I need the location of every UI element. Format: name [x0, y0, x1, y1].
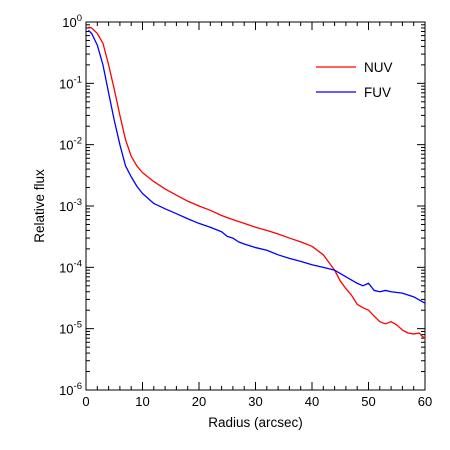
- legend: NUV FUV: [316, 60, 393, 100]
- legend-label-fuv: FUV: [364, 85, 391, 100]
- y-tick-mantissa: 10: [59, 322, 73, 337]
- y-tick-mantissa: 10: [59, 76, 73, 91]
- y-tick-label: 10-4: [59, 258, 82, 275]
- x-tick-label: 20: [192, 394, 206, 409]
- x-tick-label: 50: [361, 394, 375, 409]
- y-tick-label: 10-3: [59, 197, 82, 214]
- y-tick-mantissa: 10: [62, 15, 76, 30]
- y-tick-exponent: -3: [74, 197, 82, 208]
- series-line-fuv: [88, 30, 426, 304]
- y-tick-label: 10-6: [59, 381, 82, 398]
- series-lines: [88, 26, 426, 339]
- y-tick-exponent: 0: [77, 13, 82, 24]
- y-tick-mantissa: 10: [59, 199, 73, 214]
- y-tick-label: 10-5: [59, 320, 82, 337]
- x-tick-label: 40: [305, 394, 319, 409]
- x-tick-label: 30: [248, 394, 262, 409]
- y-tick-mantissa: 10: [59, 383, 73, 398]
- y-tick-mantissa: 10: [59, 138, 73, 153]
- y-tick-exponent: -1: [74, 74, 82, 85]
- y-axis-label: Relative flux: [32, 169, 47, 243]
- legend-label-nuv: NUV: [364, 60, 393, 75]
- y-tick-exponent: -6: [74, 381, 82, 392]
- y-tick-label: 10-2: [59, 136, 82, 153]
- series-line-nuv: [88, 26, 426, 339]
- x-tick-label: 60: [418, 394, 432, 409]
- x-tick-label: 0: [82, 394, 89, 409]
- y-tick-exponent: -4: [74, 258, 82, 269]
- x-axis-label: Radius (arcsec): [208, 415, 303, 430]
- y-tick-exponent: -5: [74, 320, 82, 331]
- y-tick-label: 100: [62, 13, 82, 30]
- axis-ticks: [85, 21, 426, 391]
- plot-frame: [85, 21, 426, 391]
- y-tick-mantissa: 10: [59, 260, 73, 275]
- x-tick-label: 10: [135, 394, 149, 409]
- y-tick-exponent: -2: [74, 136, 82, 147]
- y-tick-label: 10-1: [59, 74, 82, 91]
